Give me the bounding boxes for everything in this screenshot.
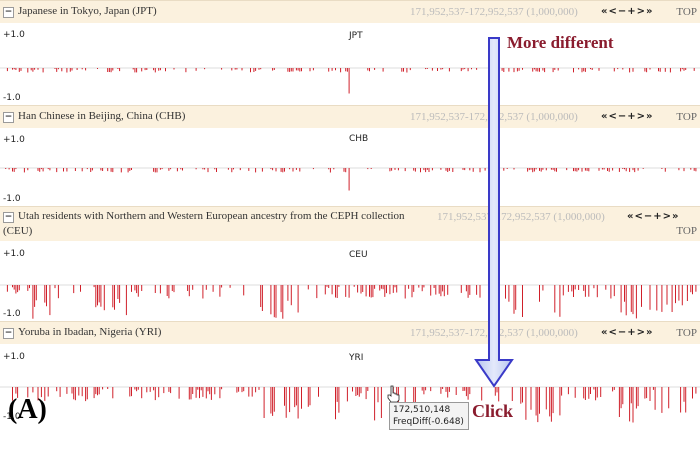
- nav-controls-jpt[interactable]: «<−+>»: [601, 6, 654, 17]
- panel-title-ceu-line2: (CEU): [3, 225, 33, 237]
- top-link-chb[interactable]: TOP: [676, 111, 697, 123]
- track-chb: +1.0 -1.0 CHB: [0, 128, 700, 207]
- ymax-label-jpt: +1.0: [3, 30, 25, 40]
- panel-title-ceu: Utah residents with Northern and Western…: [18, 210, 405, 222]
- range-readout-chb: 171,952,537-172,952,537 (1,000,000): [410, 111, 578, 123]
- tooltip-freqdiff: FreqDiff(-0.648): [393, 417, 464, 427]
- ymax-label-chb: +1.0: [3, 135, 25, 145]
- track-name-ceu: CEU: [349, 250, 368, 260]
- collapse-button-chb[interactable]: −: [3, 112, 14, 123]
- panel-header-jpt: − Japanese in Tokyo, Japan (JPT) 171,952…: [0, 0, 700, 24]
- top-link-ceu[interactable]: TOP: [676, 225, 697, 237]
- range-readout-ceu: 171,952,537-172,952,537 (1,000,000): [437, 211, 605, 223]
- more-different-annotation: More different: [507, 33, 614, 52]
- nav-controls-chb[interactable]: «<−+>»: [601, 111, 654, 122]
- panel-title-jpt: Japanese in Tokyo, Japan (JPT): [18, 5, 157, 17]
- freqdiff-plot-ceu: [0, 251, 700, 319]
- track-name-jpt: JPT: [349, 31, 363, 41]
- freqdiff-tooltip: 172,510,148 FreqDiff(-0.648): [389, 402, 469, 430]
- panel-title-chb: Han Chinese in Beijing, China (CHB): [18, 110, 186, 122]
- hand-cursor-icon: [387, 385, 400, 403]
- track-name-chb: CHB: [349, 134, 369, 144]
- collapse-button-jpt[interactable]: −: [3, 7, 14, 18]
- ymax-label-yri: +1.0: [3, 352, 25, 362]
- range-readout-yri: 171,952,537-172,952,537 (1,000,000): [410, 327, 578, 339]
- freqdiff-plot-yri: [0, 351, 700, 423]
- panel-header-chb: − Han Chinese in Beijing, China (CHB) 17…: [0, 105, 700, 129]
- track-jpt: +1.0 -1.0 JPT: [0, 23, 700, 106]
- ymax-label-ceu: +1.0: [3, 249, 25, 259]
- ymin-label-jpt: -1.0: [3, 93, 21, 103]
- freqdiff-plot-chb: [0, 156, 700, 191]
- nav-controls-yri[interactable]: «<−+>»: [601, 327, 654, 338]
- panel-title-yri: Yoruba in Ibadan, Nigeria (YRI): [18, 326, 162, 338]
- nav-controls-ceu[interactable]: «<−+>»: [627, 211, 680, 222]
- figure-label: (A): [8, 394, 47, 425]
- top-link-jpt[interactable]: TOP: [676, 6, 697, 18]
- collapse-button-yri[interactable]: −: [3, 328, 14, 339]
- track-ceu: +1.0 -1.0 CEU: [0, 241, 700, 322]
- collapse-button-ceu[interactable]: −: [3, 212, 14, 223]
- tooltip-position: 172,510,148: [393, 405, 451, 415]
- freqdiff-plot-jpt: [0, 63, 700, 94]
- track-yri: +1.0 -1.0 YRI: [0, 344, 700, 467]
- ymin-label-chb: -1.0: [3, 194, 21, 204]
- ymin-label-ceu: -1.0: [3, 309, 21, 319]
- click-annotation: Click: [472, 401, 514, 421]
- top-link-yri[interactable]: TOP: [676, 327, 697, 339]
- track-name-yri: YRI: [349, 353, 364, 363]
- ymin-label-yri: -1.0: [3, 412, 21, 422]
- panel-header-yri: − Yoruba in Ibadan, Nigeria (YRI) 171,95…: [0, 321, 700, 345]
- range-readout-jpt: 171,952,537-172,952,537 (1,000,000): [410, 6, 578, 18]
- panel-header-ceu: − Utah residents with Northern and Weste…: [0, 206, 700, 242]
